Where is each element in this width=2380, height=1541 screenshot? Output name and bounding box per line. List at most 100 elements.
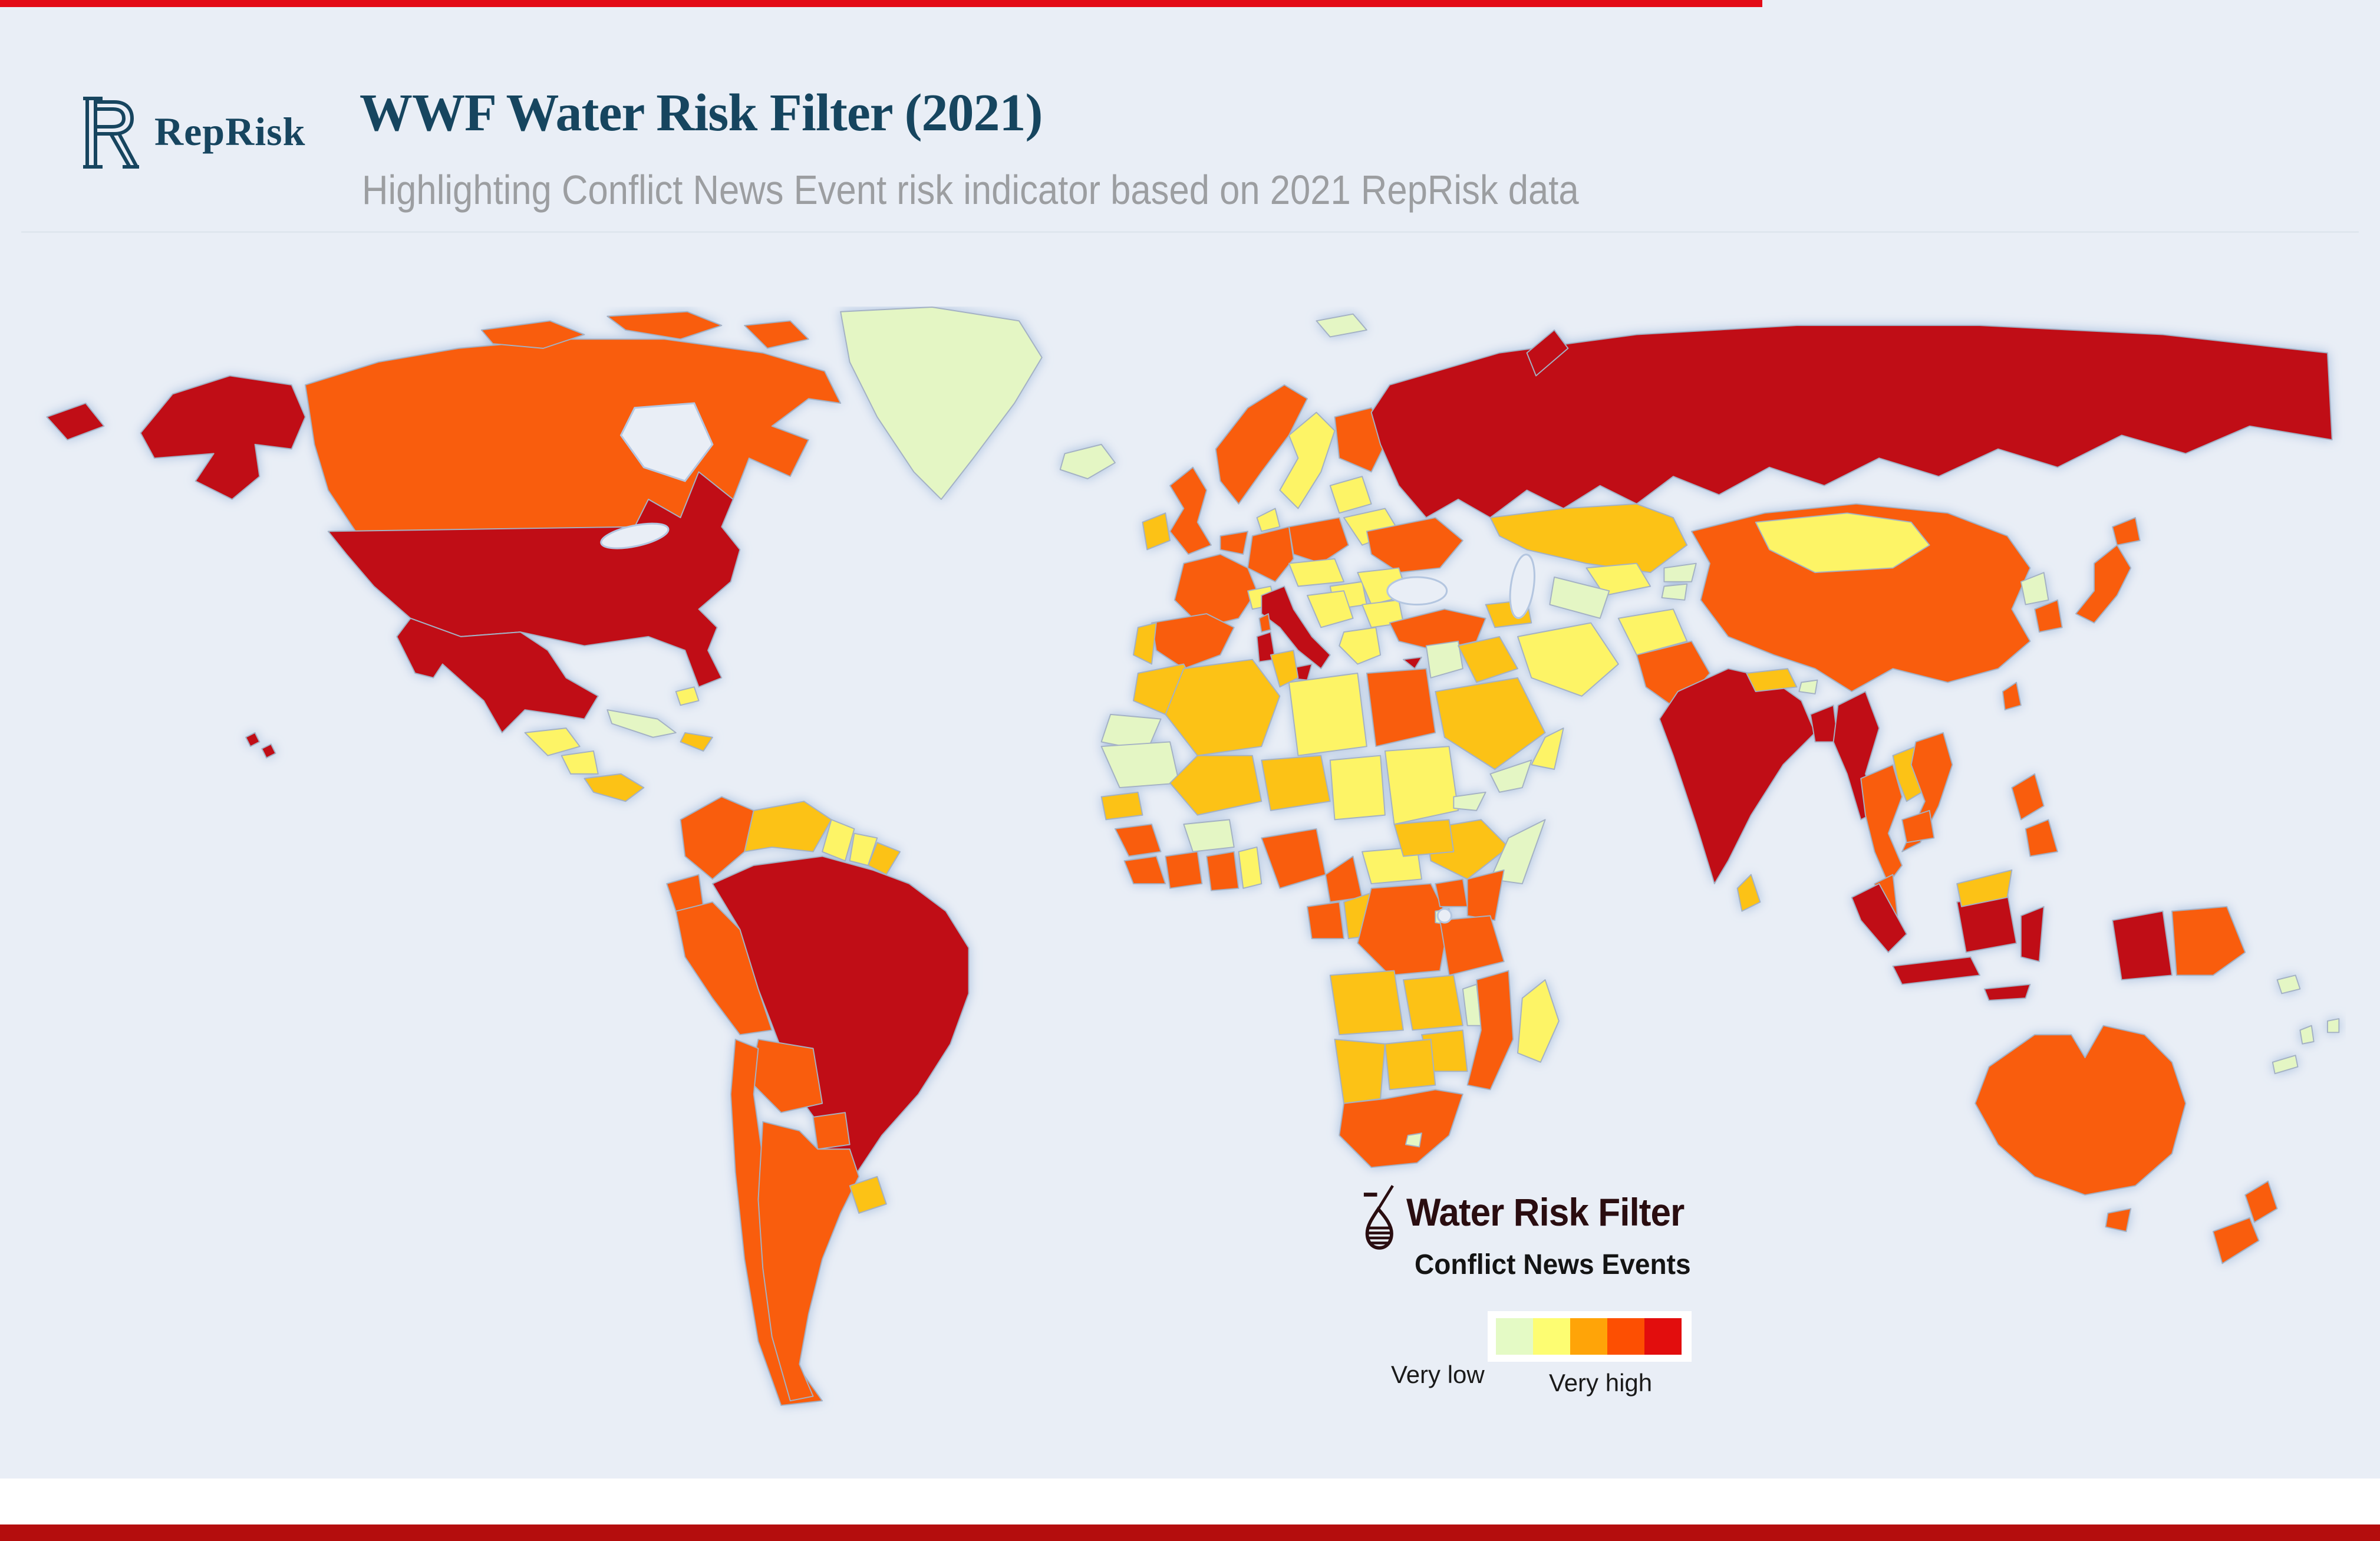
country-angola: [1329, 970, 1404, 1036]
country-mauritania: [1100, 741, 1180, 789]
country-yemen: [1489, 759, 1532, 793]
water-drop-icon: [1363, 1185, 1394, 1250]
country-canadian-arctic: [606, 311, 723, 340]
country-kyrgyzstan: [1663, 562, 1697, 582]
country-sumatra: [1851, 883, 1907, 953]
country-greenland: [840, 307, 1043, 500]
country-levant: [1425, 640, 1463, 679]
country-paraguay: [812, 1112, 851, 1150]
country-iraq: [1458, 636, 1518, 683]
country-libya: [1288, 673, 1367, 756]
country-solomon-islands: [2276, 974, 2301, 995]
country-burkina-faso: [1183, 819, 1235, 852]
country-uganda: [1435, 878, 1468, 907]
country-costa-rica-panama: [584, 773, 645, 802]
header-divider: [21, 231, 2359, 233]
country-south-korea: [2034, 599, 2063, 633]
country-new-zealand: [2244, 1180, 2278, 1223]
legend-card: [1488, 1311, 1692, 1362]
legend-swatch-very-high: [1644, 1318, 1682, 1355]
country-gabon: [1306, 901, 1345, 940]
country-mongolia: [1755, 512, 1930, 574]
country-germany: [1247, 526, 1294, 582]
country-kenya: [1466, 869, 1505, 921]
country-cote-divoire: [1165, 851, 1203, 889]
country-guinea: [1114, 824, 1162, 857]
country-greece: [1339, 627, 1382, 665]
country-balkans: [1306, 590, 1354, 628]
country-java: [1892, 956, 1980, 985]
country-peru: [675, 901, 773, 1036]
country-portugal: [1133, 622, 1157, 665]
country-venezuela: [744, 801, 832, 852]
country-bhutan: [1798, 679, 1818, 694]
country-spain: [1151, 613, 1235, 670]
black-sea-water: [1386, 576, 1448, 606]
legend-swatch-very-low: [1496, 1318, 1533, 1355]
country-chad: [1329, 755, 1386, 821]
country-alaska: [140, 375, 306, 500]
country-senegal: [1100, 791, 1143, 821]
map-panel: RepRisk WWF Water Risk Filter (2021) Hig…: [0, 0, 2380, 1479]
reprisk-wordmark: RepRisk: [154, 109, 306, 154]
country-novaya-zemlya: [1526, 329, 1569, 377]
country-canadian-arctic: [480, 320, 585, 349]
country-eritrea: [1453, 791, 1486, 811]
country-egypt: [1366, 668, 1436, 748]
country-chukotka: [46, 403, 105, 441]
country-iran: [1517, 622, 1619, 697]
country-west-papua: [2112, 910, 2173, 981]
wrf-indicator-text: Conflict News Events: [1415, 1249, 1691, 1280]
country-denmark: [1256, 508, 1281, 532]
country-dr-congo: [1357, 883, 1450, 976]
country-mexico: [396, 617, 599, 733]
country-togo-benin: [1238, 846, 1262, 889]
country-sudan: [1384, 746, 1459, 825]
country-kazakhstan: [1489, 503, 1688, 574]
country-united-kingdom: [1169, 466, 1212, 555]
country-guyana: [822, 819, 855, 862]
country-nepal: [1746, 668, 1798, 693]
country-japan: [2075, 544, 2132, 624]
country-niger: [1261, 755, 1331, 811]
country-czech-austria: [1288, 558, 1345, 587]
country-papua-new-guinea: [2171, 905, 2246, 976]
country-tunisia: [1270, 650, 1299, 688]
legend-label-low: Very low: [1391, 1361, 1485, 1388]
country-somalia: [1489, 819, 1546, 885]
country-taiwan: [2002, 681, 2022, 711]
country-vanuatu: [2299, 1025, 2315, 1045]
legend-swatch-high: [1607, 1318, 1644, 1355]
country-russia: [1370, 325, 2333, 519]
country-india: [1659, 668, 1816, 885]
page-subtitle: Highlighting Conflict News Event risk in…: [362, 167, 1579, 213]
country-bahamas: [675, 686, 700, 706]
country-south-africa: [1339, 1089, 1463, 1168]
country-corsica: [1258, 613, 1271, 633]
country-algeria: [1165, 658, 1281, 756]
country-nigeria: [1261, 828, 1326, 889]
country-tanzania: [1439, 915, 1505, 976]
country-lesotho: [1405, 1132, 1422, 1148]
country-ukraine: [1366, 517, 1463, 574]
world-map: [46, 307, 2340, 1406]
country-thailand: [1860, 764, 1903, 885]
country-sulawesi: [2020, 905, 2045, 962]
country-canadian-arctic: [744, 320, 809, 349]
country-cyprus: [1402, 656, 1422, 670]
country-north-korea: [2020, 572, 2049, 605]
reprisk-logo: RepRisk: [81, 94, 305, 173]
page-title: WWF Water Risk Filter (2021): [360, 84, 1043, 142]
country-bolivia: [748, 1039, 823, 1114]
bottom-accent-bar: [0, 1524, 2380, 1541]
hudson-bay-water: [619, 402, 714, 482]
country-zambia: [1402, 974, 1463, 1031]
country-sweden: [1279, 411, 1336, 509]
country-france: [1173, 554, 1258, 628]
country-fiji: [2326, 1018, 2340, 1033]
country-sri-lanka: [1736, 874, 1761, 912]
water-risk-filter-legend: Water Risk Filter Conflict News Events V…: [1356, 1179, 1886, 1427]
country-vietnam: [1901, 732, 1953, 852]
country-new-caledonia: [2272, 1055, 2299, 1075]
legend-swatch-medium: [1570, 1318, 1607, 1355]
